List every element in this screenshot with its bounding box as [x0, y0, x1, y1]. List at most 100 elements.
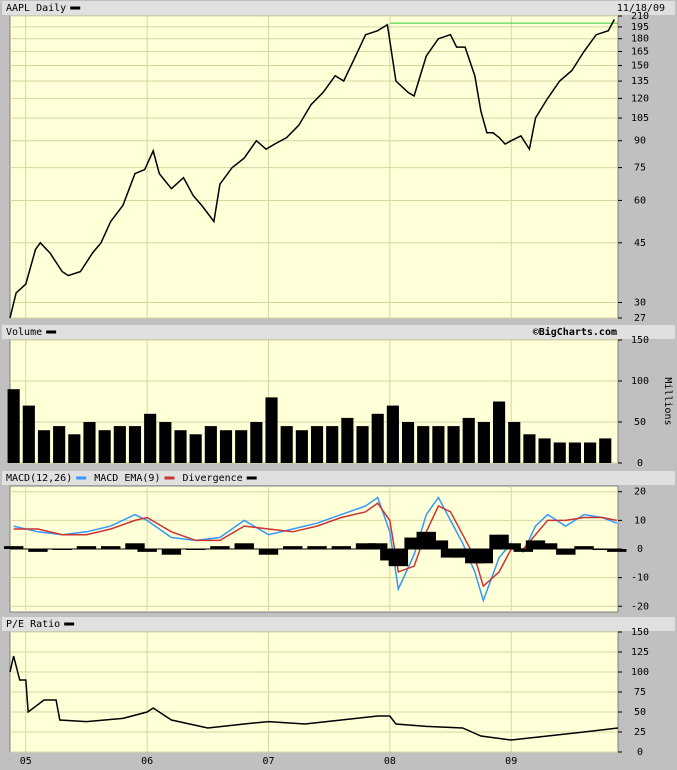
y-tick-label: 125	[631, 647, 649, 658]
y-tick-label: 0	[637, 747, 643, 758]
bar	[98, 430, 111, 463]
bar	[125, 543, 145, 549]
y-tick-label: 100	[631, 667, 649, 678]
bar	[493, 401, 506, 463]
bar	[235, 430, 248, 463]
plot-area	[9, 15, 619, 319]
header	[2, 617, 675, 631]
bar	[447, 426, 460, 463]
bar	[7, 389, 20, 463]
bar	[462, 417, 475, 463]
bar	[128, 426, 142, 463]
legend-label: Volume	[6, 327, 42, 338]
bar	[473, 549, 494, 564]
bar	[388, 549, 409, 567]
y-tick-label: 10	[634, 515, 646, 526]
bar	[265, 397, 278, 463]
bar	[37, 430, 51, 463]
y-tick-label: 50	[634, 707, 646, 718]
bar	[210, 546, 230, 549]
source: ©BigCharts.com	[533, 326, 617, 338]
bar	[428, 540, 449, 549]
bar	[508, 422, 521, 463]
y-axis-label: Millions	[662, 377, 673, 425]
bar	[161, 549, 182, 555]
bar	[513, 549, 534, 552]
date: 11/18/09	[617, 3, 665, 14]
y-tick-label: 210	[631, 11, 649, 22]
bar	[310, 426, 324, 463]
y-tick-label: 135	[631, 76, 649, 87]
bar	[477, 422, 490, 463]
y-tick-label: 180	[631, 34, 649, 45]
bar	[258, 549, 279, 555]
y-tick-label: 150	[631, 335, 649, 346]
y-tick-label: 120	[631, 93, 649, 104]
bar	[159, 422, 172, 463]
bar	[584, 442, 597, 463]
line	[9, 655, 619, 741]
y-tick-label: 0	[637, 458, 643, 469]
y-tick-label: 60	[634, 195, 646, 206]
y-tick-label: 100	[631, 376, 649, 387]
bar	[568, 442, 581, 463]
bar	[307, 546, 327, 549]
bar	[525, 540, 546, 549]
y-tick-label: 75	[634, 163, 646, 174]
bar	[326, 426, 339, 463]
bar	[331, 546, 352, 549]
y-tick-label: 75	[634, 687, 646, 698]
header	[2, 325, 675, 339]
bar	[83, 422, 96, 463]
bar	[283, 546, 303, 549]
y-tick-label: 0	[637, 544, 643, 555]
y-tick-label: 45	[634, 238, 646, 249]
y-tick-label: -10	[631, 573, 649, 584]
line	[9, 19, 616, 319]
legend-label: MACD EMA(9)	[94, 473, 160, 484]
bar	[440, 549, 461, 558]
x-tick-label: 07	[262, 756, 274, 767]
y-tick-label: -20	[631, 601, 649, 612]
bar	[356, 426, 369, 463]
bar	[219, 430, 233, 463]
bar	[295, 430, 308, 463]
y-tick-label: 27	[634, 313, 646, 324]
bar	[371, 413, 384, 463]
bar	[452, 549, 473, 558]
bar	[401, 422, 415, 463]
bar	[553, 442, 566, 463]
y-tick-label: 105	[631, 113, 649, 124]
bar	[204, 426, 217, 463]
bar	[404, 537, 424, 549]
bar	[386, 405, 399, 463]
header	[2, 1, 675, 15]
bar	[537, 543, 558, 549]
bar	[432, 426, 445, 463]
legend-label: P/E Ratio	[6, 619, 60, 630]
bar	[574, 546, 594, 549]
bar	[556, 549, 576, 555]
legend-label: AAPL Daily	[6, 3, 66, 14]
bar	[523, 434, 536, 463]
bar	[101, 546, 121, 549]
bar	[280, 426, 293, 463]
bar	[355, 543, 376, 549]
bar	[76, 546, 97, 549]
x-tick-label: 06	[141, 756, 153, 767]
bar	[599, 438, 612, 463]
header	[2, 471, 675, 485]
y-tick-label: 25	[634, 727, 646, 738]
legend-label: Divergence	[182, 473, 242, 484]
y-tick-label: 30	[634, 297, 646, 308]
bar	[417, 426, 430, 463]
bar	[28, 549, 48, 552]
bar	[341, 417, 354, 463]
bar	[68, 434, 81, 463]
y-tick-label: 195	[631, 22, 649, 33]
bar	[250, 422, 263, 463]
bar	[53, 426, 66, 463]
bar	[174, 430, 187, 463]
y-tick-label: 20	[634, 487, 646, 498]
y-tick-label: 50	[634, 417, 646, 428]
